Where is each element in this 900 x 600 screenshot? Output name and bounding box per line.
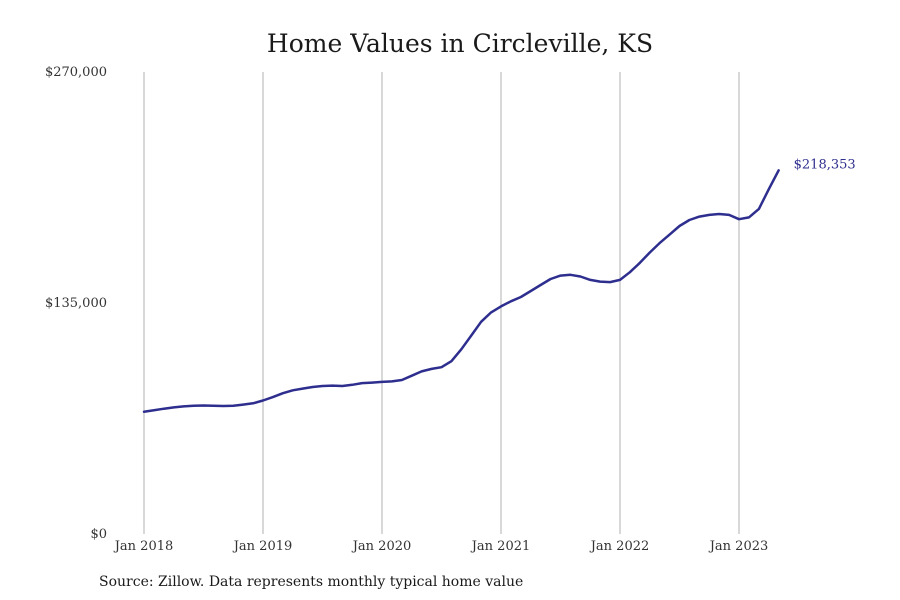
x-tick-label: Jan 2023 — [708, 539, 769, 554]
x-tick-label: Jan 2019 — [232, 539, 293, 554]
y-tick-label: $270,000 — [45, 65, 107, 80]
x-tick-label: Jan 2021 — [470, 539, 531, 554]
gridlines — [143, 72, 740, 534]
y-axis: $0 $135,000 $270,000 — [45, 65, 107, 542]
y-tick-label: $0 — [90, 527, 107, 542]
chart-title: Home Values in Circleville, KS — [267, 29, 653, 58]
home-value-series-line — [142, 169, 780, 413]
x-tick-label: Jan 2018 — [113, 539, 174, 554]
end-value-label: $218,353 — [794, 157, 856, 172]
x-axis: Jan 2018 Jan 2019 Jan 2020 Jan 2021 Jan 2022… — [113, 539, 769, 554]
x-tick-label: Jan 2022 — [589, 539, 650, 554]
y-tick-label: $135,000 — [45, 296, 107, 311]
source-note: Source: Zillow. Data represents monthly … — [99, 574, 523, 590]
x-tick-label: Jan 2020 — [351, 539, 412, 554]
